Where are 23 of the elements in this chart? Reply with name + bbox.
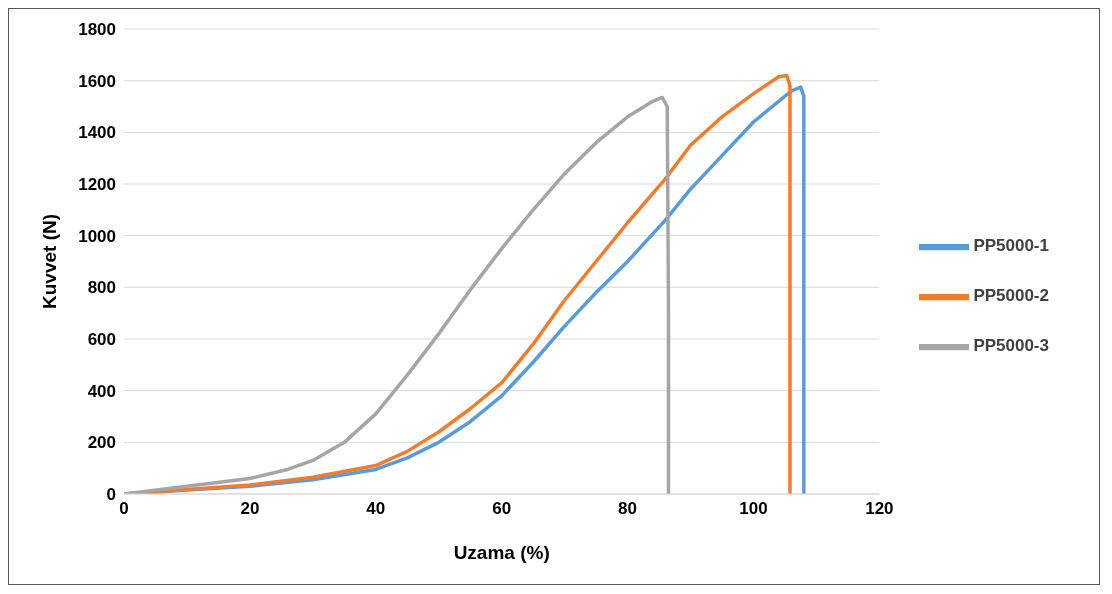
y-tick-label: 600: [87, 330, 116, 350]
y-axis-title: Kuvvet (N): [38, 213, 60, 310]
x-tick-label: 80: [618, 499, 638, 519]
x-tick-label: 40: [366, 499, 386, 519]
legend-label: PP5000-1: [973, 235, 1049, 255]
y-tick-label: 200: [87, 433, 116, 453]
x-tick-label: 120: [865, 499, 894, 519]
x-tick-label: 0: [119, 499, 129, 519]
x-tick-label: 20: [240, 499, 260, 519]
y-tick-label: 800: [87, 278, 116, 298]
x-tick-label: 100: [739, 499, 768, 519]
line-series: [124, 95, 671, 494]
y-tick-label: 1800: [78, 20, 116, 40]
y-tick-label: 1600: [78, 71, 116, 91]
y-tick-label: 1000: [78, 226, 116, 246]
y-tick-label: 400: [87, 381, 116, 401]
y-tick-label: 0: [106, 485, 116, 505]
y-tick-label: 1400: [78, 123, 116, 143]
x-tick-label: 60: [492, 499, 512, 519]
y-tick-label: 1200: [78, 175, 116, 195]
legend-label: PP5000-2: [973, 285, 1049, 305]
x-axis-title: Uzama (%): [453, 542, 550, 563]
legend-label: PP5000-3: [973, 335, 1049, 355]
